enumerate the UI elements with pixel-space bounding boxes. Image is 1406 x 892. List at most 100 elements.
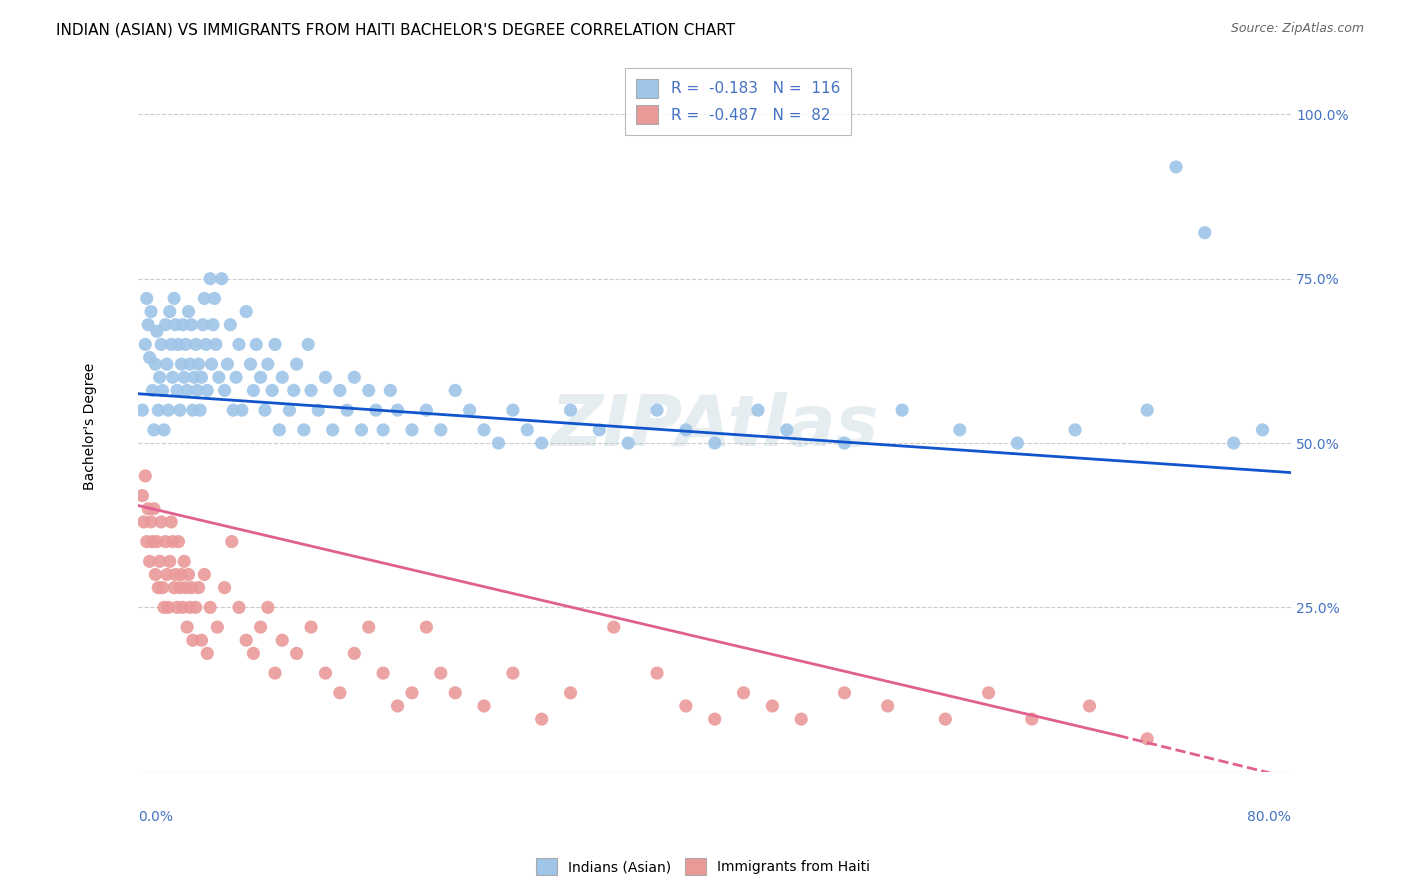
Point <box>271 370 294 384</box>
Point <box>329 686 352 700</box>
Point <box>1136 731 1159 746</box>
Point <box>1251 423 1274 437</box>
Point <box>195 384 218 398</box>
Point <box>245 337 267 351</box>
Legend: Indians (Asian), Immigrants from Haiti: Indians (Asian), Immigrants from Haiti <box>530 853 876 880</box>
Point <box>278 403 301 417</box>
Point <box>322 423 344 437</box>
Point <box>194 337 217 351</box>
Point <box>165 318 187 332</box>
Point <box>173 370 195 384</box>
Point <box>180 318 202 332</box>
Point <box>834 686 856 700</box>
Point <box>231 403 253 417</box>
Point <box>239 357 262 371</box>
Point <box>1021 712 1043 726</box>
Point <box>195 646 218 660</box>
Point <box>198 271 221 285</box>
Point <box>159 554 181 568</box>
Point <box>297 337 319 351</box>
Point <box>430 666 453 681</box>
Point <box>193 292 215 306</box>
Point <box>299 384 322 398</box>
Point <box>235 633 257 648</box>
Point <box>214 581 236 595</box>
Point <box>184 600 207 615</box>
Point <box>256 600 278 615</box>
Point <box>560 686 582 700</box>
Legend: R =  -0.183   N =  116, R =  -0.487   N =  82: R = -0.183 N = 116, R = -0.487 N = 82 <box>624 69 851 135</box>
Point <box>262 384 284 398</box>
Point <box>1078 698 1101 713</box>
Point <box>145 357 167 371</box>
Point <box>401 423 423 437</box>
Point <box>703 436 725 450</box>
Point <box>181 403 204 417</box>
Point <box>148 403 170 417</box>
Point <box>314 666 336 681</box>
Point <box>675 423 697 437</box>
Point <box>153 423 176 437</box>
Point <box>329 384 352 398</box>
Point <box>502 666 524 681</box>
Point <box>387 403 409 417</box>
Point <box>149 554 172 568</box>
Point <box>1164 160 1187 174</box>
Point <box>163 581 186 595</box>
Point <box>225 370 247 384</box>
Point <box>183 370 205 384</box>
Point <box>371 666 394 681</box>
Point <box>207 620 229 634</box>
Point <box>169 581 191 595</box>
Point <box>152 384 174 398</box>
Point <box>141 534 163 549</box>
Point <box>134 469 156 483</box>
Point <box>444 686 467 700</box>
Point <box>472 423 495 437</box>
Point <box>186 384 208 398</box>
Point <box>253 403 276 417</box>
Point <box>176 384 198 398</box>
Point <box>516 423 538 437</box>
Point <box>179 357 201 371</box>
Point <box>371 423 394 437</box>
Point <box>364 403 387 417</box>
Point <box>190 370 212 384</box>
Point <box>167 534 190 549</box>
Point <box>145 567 167 582</box>
Point <box>162 370 184 384</box>
Point <box>299 620 322 634</box>
Point <box>135 292 157 306</box>
Point <box>160 337 183 351</box>
Point <box>645 403 668 417</box>
Point <box>271 633 294 648</box>
Point <box>150 515 173 529</box>
Point <box>131 489 153 503</box>
Point <box>208 370 231 384</box>
Point <box>336 403 359 417</box>
Point <box>198 600 221 615</box>
Point <box>188 403 211 417</box>
Point <box>588 423 610 437</box>
Point <box>166 384 188 398</box>
Point <box>190 633 212 648</box>
Point <box>387 698 409 713</box>
Point <box>146 534 169 549</box>
Point <box>703 712 725 726</box>
Point <box>242 384 264 398</box>
Point <box>949 423 972 437</box>
Point <box>136 501 159 516</box>
Point <box>139 515 162 529</box>
Point <box>149 370 172 384</box>
Point <box>1222 436 1244 450</box>
Point <box>228 337 250 351</box>
Text: 80.0%: 80.0% <box>1247 810 1291 823</box>
Point <box>776 423 799 437</box>
Point <box>249 370 271 384</box>
Point <box>187 357 209 371</box>
Point <box>142 501 165 516</box>
Point <box>343 646 366 660</box>
Point <box>249 620 271 634</box>
Point <box>134 337 156 351</box>
Point <box>876 698 898 713</box>
